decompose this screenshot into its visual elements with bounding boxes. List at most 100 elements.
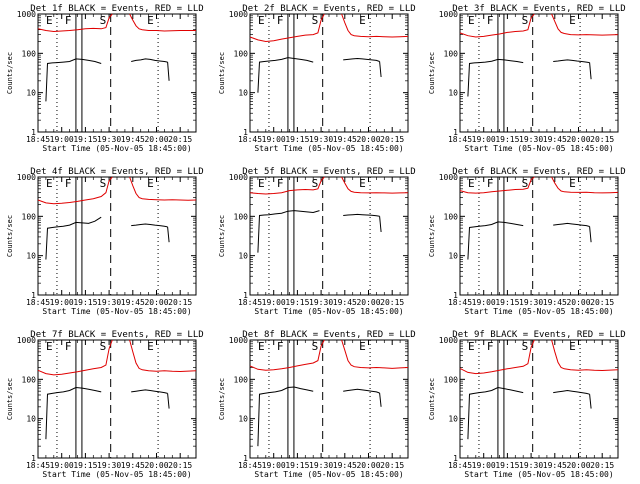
lld-series-line: [459, 339, 535, 375]
x-tick-label: 18:45: [448, 298, 472, 307]
x-tick-label: 18:45: [238, 461, 262, 470]
y-axis-label: Counts/sec: [428, 52, 436, 94]
y-tick-label: 10: [448, 415, 458, 424]
panel-title: Det 5f BLACK = Events, RED = LLD: [242, 167, 415, 177]
x-tick-label: 19:15: [73, 298, 97, 307]
x-tick-label: 19:15: [73, 461, 97, 470]
x-axis-label: Start Time (05-Nov-05 18:45:00): [42, 144, 191, 153]
event-marker-label: S: [312, 340, 319, 353]
y-tick-label: 100: [444, 212, 459, 221]
x-tick-label: 19:00: [262, 461, 286, 470]
x-tick-label: 20:15: [380, 461, 404, 470]
panel-title: Det 2f BLACK = Events, RED = LLD: [242, 4, 415, 14]
plot-frame: [459, 176, 619, 296]
y-axis-label: Counts/sec: [6, 215, 14, 257]
event-marker-label: E: [468, 340, 475, 353]
plot-frame: [459, 339, 619, 459]
lld-series-line: [249, 13, 325, 43]
events-series-line: [167, 62, 170, 81]
event-marker-label: E: [147, 340, 154, 353]
event-marker-label: F: [487, 340, 494, 353]
y-tick-label: 1: [453, 291, 458, 300]
events-series-line: [45, 386, 102, 440]
y-axis-label: Counts/sec: [6, 378, 14, 420]
y-tick-label: 10: [238, 415, 248, 424]
plot-frame: [37, 339, 197, 459]
x-tick-label: 18:45: [26, 461, 50, 470]
x-tick-label: 19:15: [285, 135, 309, 144]
events-series-line: [131, 223, 168, 228]
lld-series-line: [551, 176, 619, 194]
x-tick-label: 20:15: [168, 461, 192, 470]
detector-panel: Det 7f BLACK = Events, RED = LLD 1 10 100 10…: [6, 330, 204, 479]
events-series-line: [553, 389, 590, 395]
x-tick-label: 19:45: [543, 461, 567, 470]
y-tick-label: 1000: [439, 336, 458, 345]
x-tick-label: 20:00: [566, 298, 590, 307]
x-tick-label: 20:00: [566, 135, 590, 144]
event-marker-label: F: [65, 340, 72, 353]
x-tick-label: 19:30: [97, 298, 121, 307]
x-tick-label: 19:30: [97, 461, 121, 470]
x-tick-label: 19:00: [50, 135, 74, 144]
lld-series-line: [37, 339, 113, 376]
event-marker-label: F: [487, 177, 494, 190]
x-tick-label: 19:00: [262, 135, 286, 144]
x-tick-label: 19:30: [519, 298, 543, 307]
panel-title: Det 4f BLACK = Events, RED = LLD: [30, 167, 203, 177]
events-series-line: [167, 226, 170, 243]
y-tick-label: 10: [238, 89, 248, 98]
y-axis-label: Counts/sec: [428, 215, 436, 257]
event-marker-label: F: [277, 340, 284, 353]
plot-frame: [37, 13, 197, 133]
lld-series-line: [37, 13, 113, 33]
event-marker-label: E: [468, 14, 475, 27]
event-marker-label: S: [100, 14, 107, 27]
lld-series-line: [341, 339, 409, 369]
y-tick-label: 1: [31, 454, 36, 463]
lld-series-line: [37, 176, 113, 205]
y-tick-label: 1000: [17, 173, 36, 182]
detector-panel: Det 1f BLACK = Events, RED = LLD 1 10 100 10…: [6, 4, 204, 153]
y-axis-label: Counts/sec: [218, 378, 226, 420]
events-series-line: [343, 388, 380, 394]
x-tick-label: 19:15: [285, 298, 309, 307]
x-tick-label: 20:00: [356, 135, 380, 144]
detector-panel: Det 2f BLACK = Events, RED = LLD 1 10 100 10…: [218, 4, 416, 153]
y-axis-label: Counts/sec: [428, 378, 436, 420]
events-series-line: [553, 59, 590, 64]
plot-frame: [459, 13, 619, 133]
x-tick-label: 19:45: [333, 135, 357, 144]
panel-title: Det 3f BLACK = Events, RED = LLD: [452, 4, 625, 14]
y-tick-label: 1000: [229, 173, 248, 182]
event-marker-label: F: [65, 177, 72, 190]
event-marker-label: S: [522, 340, 529, 353]
y-tick-label: 100: [444, 49, 459, 58]
y-tick-label: 1000: [439, 10, 458, 19]
x-tick-label: 19:30: [97, 135, 121, 144]
event-marker-label: E: [569, 177, 576, 190]
y-tick-label: 1000: [229, 336, 248, 345]
x-tick-label: 19:15: [495, 298, 519, 307]
y-tick-label: 100: [444, 375, 459, 384]
lld-series-line: [341, 13, 409, 38]
plot-frame: [249, 13, 409, 133]
events-series-line: [131, 389, 168, 394]
events-series-line: [257, 386, 314, 447]
panel-title: Det 8f BLACK = Events, RED = LLD: [242, 330, 415, 340]
x-tick-label: 19:30: [309, 298, 333, 307]
x-axis-label: Start Time (05-Nov-05 18:45:00): [464, 144, 613, 153]
x-tick-label: 20:00: [356, 298, 380, 307]
x-axis-label: Start Time (05-Nov-05 18:45:00): [42, 470, 191, 479]
x-tick-label: 19:00: [472, 135, 496, 144]
event-marker-label: F: [277, 177, 284, 190]
x-tick-label: 18:45: [26, 298, 50, 307]
detector-panel: Det 5f BLACK = Events, RED = LLD 1 10 100 10…: [218, 167, 416, 316]
x-tick-label: 19:45: [543, 298, 567, 307]
x-tick-label: 19:45: [121, 461, 145, 470]
y-tick-label: 1: [243, 454, 248, 463]
x-axis-label: Start Time (05-Nov-05 18:45:00): [464, 470, 613, 479]
y-tick-label: 100: [22, 212, 37, 221]
y-tick-label: 1000: [229, 10, 248, 19]
